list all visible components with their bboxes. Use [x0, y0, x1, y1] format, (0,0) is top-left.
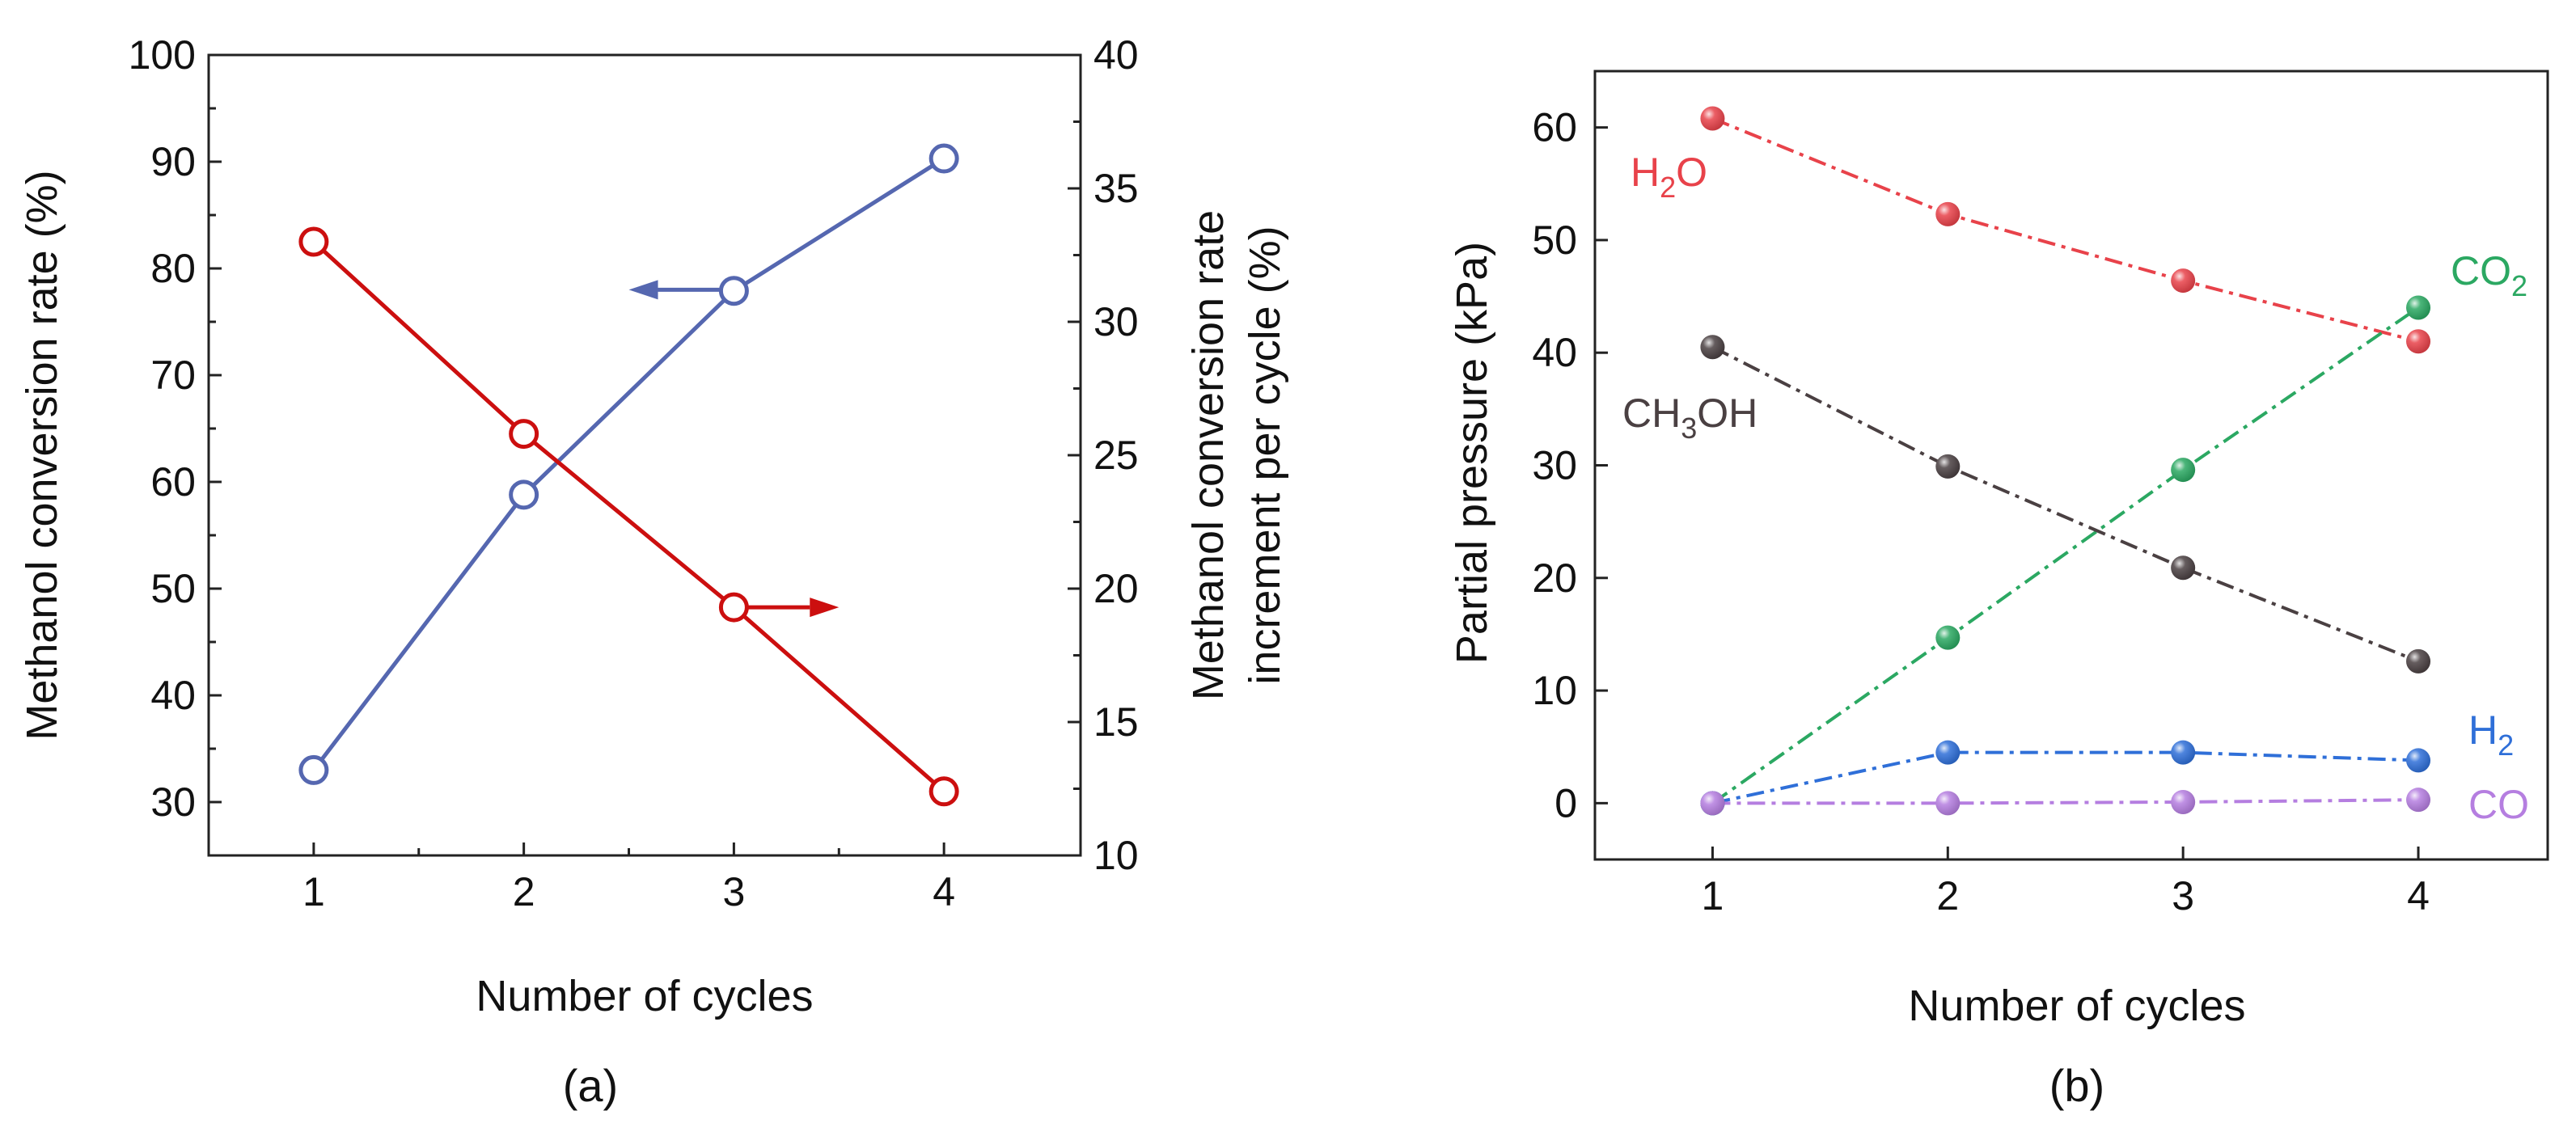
- y-right-tick-label: 35: [1093, 166, 1139, 211]
- series-2-marker-shine: [1935, 454, 1961, 479]
- series-2-marker-shine: [2171, 555, 2196, 581]
- series-4-label: CO: [2468, 782, 2529, 827]
- series-4-marker-shine: [2406, 788, 2431, 813]
- panel-b: 1 2 3 4 0 10 20 30 40 50 60 H2O CO2 CH3OH H2 CO Numbe…: [1448, 70, 2549, 1111]
- x-tick-label: 4: [2407, 873, 2430, 919]
- arrow-1-head: [810, 598, 840, 618]
- series-0-line: [1711, 116, 2419, 344]
- series-1-marker-shine: [1935, 625, 1961, 650]
- series-0-label: H2O: [1631, 150, 1707, 204]
- x-tick-label: 4: [933, 869, 955, 914]
- series-4-marker-shine: [1700, 791, 1725, 816]
- panel-b-series-labels: H2O CO2 CH3OH H2 CO: [1622, 150, 2529, 827]
- panel-a-y-left-ticks: 30 40 50 60 70 80 90 100: [129, 32, 222, 825]
- series-3-label: H2: [2468, 707, 2514, 762]
- series-1-marker: [718, 592, 749, 623]
- panel-a-x-ticks: 1 2 3 4: [302, 842, 955, 914]
- series-0-marker-shine: [1935, 201, 1961, 226]
- y-right-tick-label: 30: [1093, 299, 1139, 344]
- series-1-line: [1711, 306, 2420, 804]
- y-tick-label: 50: [1532, 217, 1577, 263]
- series-0-marker: [298, 754, 329, 785]
- panel-b-series: [1700, 106, 2431, 816]
- series-1-marker-shine: [2406, 295, 2431, 320]
- y-right-tick-label: 10: [1093, 833, 1139, 878]
- panel-a-label: (a): [563, 1060, 618, 1111]
- series-1-marker-shine: [2171, 458, 2196, 483]
- series-2-line: [1711, 345, 2419, 663]
- panel-a-y-right-axis-title-line1: Methanol conversion rate: [1184, 210, 1233, 700]
- series-0-marker-shine: [2171, 268, 2196, 294]
- series-1-marker: [298, 226, 329, 257]
- panel-a-arrows: [628, 280, 840, 618]
- y-left-tick-label: 60: [150, 459, 196, 505]
- series-1-line: [312, 240, 945, 793]
- series-2-marker-shine: [1700, 335, 1725, 360]
- series-1-label: CO2: [2451, 248, 2527, 302]
- arrow-0-head: [628, 280, 658, 300]
- panel-b-plot-frame: [1593, 70, 2549, 861]
- series-4-line: [1712, 798, 2419, 805]
- series-0-marker-shine: [2406, 329, 2431, 354]
- panel-b-x-axis-title: Number of cycles: [1908, 982, 2245, 1030]
- y-right-tick-label: 20: [1093, 566, 1139, 611]
- x-tick-label: 2: [1936, 873, 1959, 919]
- x-tick-label: 3: [2172, 873, 2194, 919]
- series-0-line: [311, 156, 945, 771]
- y-left-tick-label: 100: [129, 32, 196, 78]
- y-tick-label: 30: [1532, 443, 1577, 488]
- y-left-tick-label: 70: [150, 353, 196, 398]
- series-2-label: CH3OH: [1622, 391, 1758, 445]
- panel-b-y-axis-title: Partial pressure (kPa): [1448, 242, 1496, 664]
- x-tick-label: 1: [302, 869, 325, 914]
- y-left-tick-label: 30: [150, 779, 196, 825]
- y-tick-label: 0: [1554, 780, 1577, 826]
- x-tick-label: 2: [513, 869, 535, 914]
- series-4-marker-shine: [1935, 791, 1961, 816]
- panel-b-label: (b): [2049, 1060, 2104, 1111]
- series-3-marker-shine: [1935, 740, 1961, 765]
- y-right-tick-label: 15: [1093, 699, 1139, 745]
- y-left-tick-label: 90: [150, 139, 196, 184]
- panel-a: 1 2 3 4 30 40 50 60 70 80 90 100 10 15 20 25 30 35 40 Nu…: [18, 32, 1289, 1111]
- series-0-marker: [509, 479, 539, 510]
- panel-b-x-ticks: 1 2 3 4: [1702, 847, 2430, 919]
- y-left-tick-label: 50: [150, 566, 196, 611]
- series-0-marker: [928, 143, 959, 174]
- series-1-marker: [509, 419, 539, 450]
- y-left-tick-label: 40: [150, 673, 196, 718]
- y-right-tick-label: 25: [1093, 433, 1139, 478]
- y-tick-label: 20: [1532, 555, 1577, 601]
- series-4-marker-shine: [2171, 789, 2196, 814]
- panel-a-y-right-ticks: 10 15 20 25 30 35 40: [1068, 32, 1139, 878]
- x-tick-label: 3: [722, 869, 745, 914]
- series-1-marker: [928, 776, 959, 807]
- series-3-line: [1712, 750, 2419, 805]
- series-3-marker-shine: [2406, 748, 2431, 773]
- panel-b-y-ticks: 0 10 20 30 40 50 60: [1532, 105, 1608, 826]
- series-0-marker-shine: [1700, 106, 1725, 131]
- y-right-tick-label: 40: [1093, 32, 1139, 78]
- panel-a-y-left-axis-title: Methanol conversion rate (%): [18, 170, 66, 740]
- y-tick-label: 40: [1532, 330, 1577, 375]
- series-2-marker-shine: [2406, 648, 2431, 674]
- panel-a-series: [298, 143, 959, 807]
- panel-a-x-axis-title: Number of cycles: [476, 972, 813, 1020]
- y-left-tick-label: 80: [150, 246, 196, 291]
- series-0-marker: [718, 276, 749, 306]
- y-tick-label: 60: [1532, 105, 1577, 150]
- series-3-marker-shine: [2171, 740, 2196, 765]
- panel-a-y-right-axis-title-line2: increment per cycle (%): [1241, 226, 1289, 684]
- x-tick-label: 1: [1702, 873, 1724, 919]
- y-tick-label: 10: [1532, 668, 1577, 713]
